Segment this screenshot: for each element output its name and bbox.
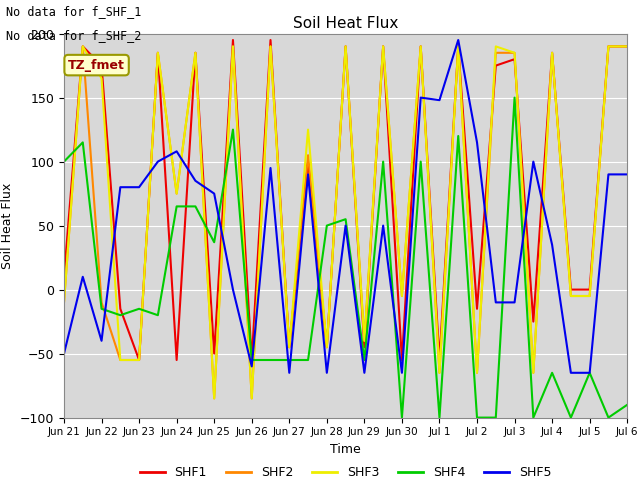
Text: TZ_fmet: TZ_fmet [68, 59, 125, 72]
X-axis label: Time: Time [330, 443, 361, 456]
Text: No data for f_SHF_1: No data for f_SHF_1 [6, 5, 142, 18]
Y-axis label: Soil Heat Flux: Soil Heat Flux [1, 182, 14, 269]
Legend: SHF1, SHF2, SHF3, SHF4, SHF5: SHF1, SHF2, SHF3, SHF4, SHF5 [134, 461, 557, 480]
Text: No data for f_SHF_2: No data for f_SHF_2 [6, 29, 142, 42]
Title: Soil Heat Flux: Soil Heat Flux [293, 16, 398, 31]
